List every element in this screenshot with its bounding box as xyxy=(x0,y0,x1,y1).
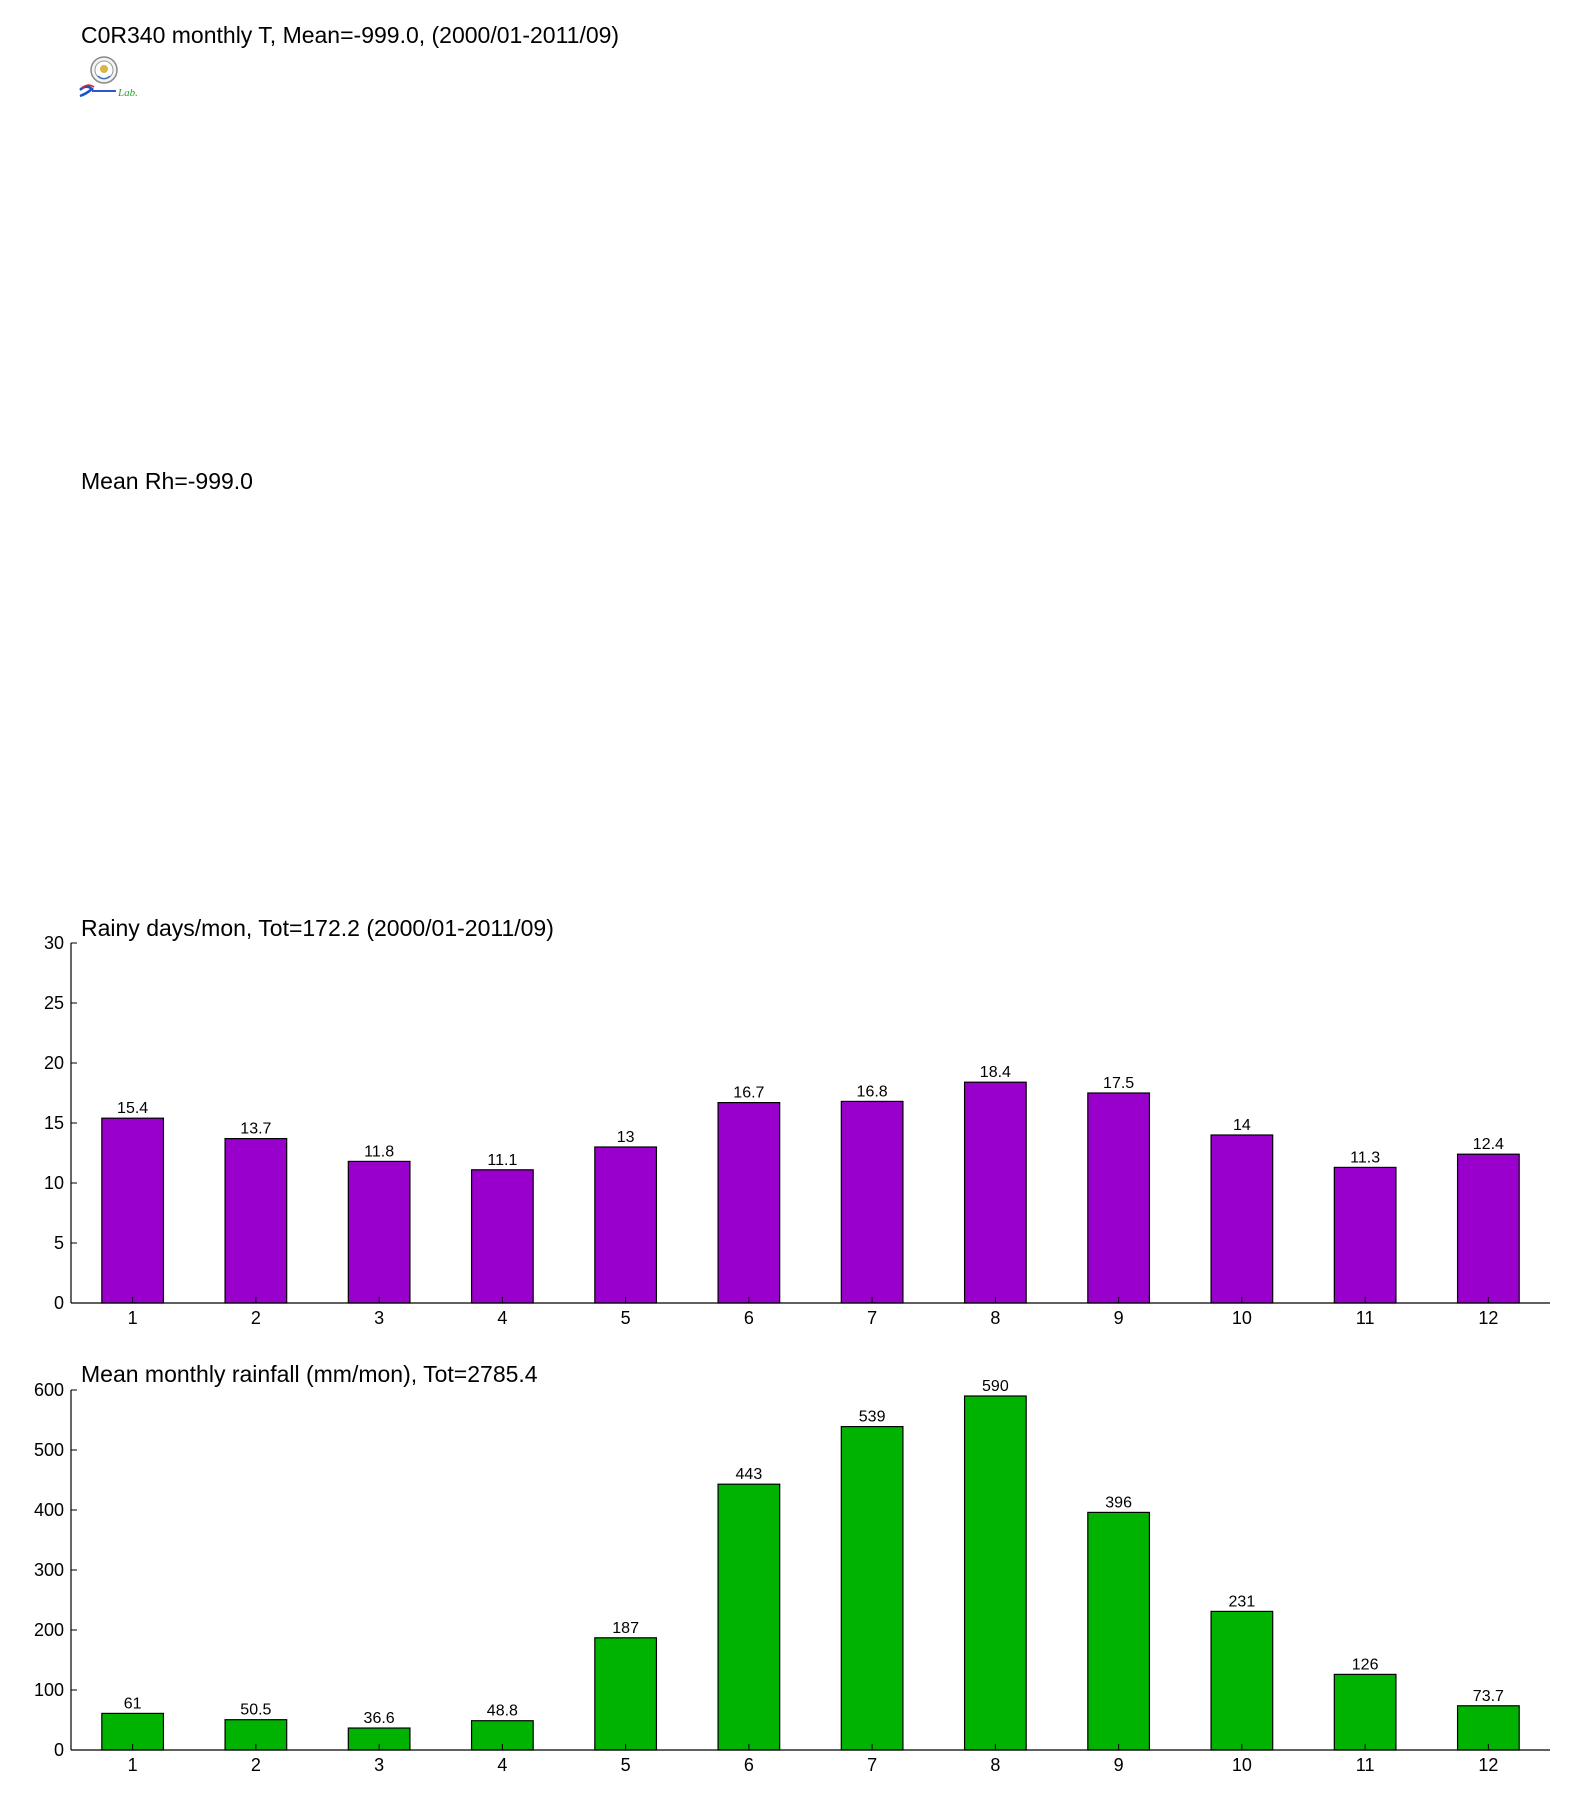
bar-value-label: 11.3 xyxy=(1350,1149,1380,1166)
y-tick-label: 100 xyxy=(34,1680,64,1700)
y-tick-label: 30 xyxy=(44,933,64,953)
logo-text: Lab. xyxy=(117,87,138,99)
bar-value-label: 14 xyxy=(1233,1117,1251,1134)
bar-value-label: 36.6 xyxy=(364,1710,395,1727)
y-tick-label: 500 xyxy=(34,1440,64,1460)
rainfall-chart: 010020030040050060061150.5236.6348.84187… xyxy=(34,1378,1550,1775)
bar xyxy=(840,1425,904,1751)
bar xyxy=(1210,1610,1274,1751)
y-tick-label: 0 xyxy=(54,1740,64,1760)
x-tick-label: 6 xyxy=(744,1755,754,1775)
bar xyxy=(347,1160,411,1304)
y-tick-label: 600 xyxy=(34,1380,64,1400)
rainy-days-chart: 0 5 10 15 20 25 30 15.4 1 13.7 2 11.8 3 11.1 4 13 5 16.7 6… xyxy=(44,933,1550,1328)
x-tick-label: 4 xyxy=(497,1308,507,1328)
bar xyxy=(1456,1705,1520,1751)
bar-value-label: 11.8 xyxy=(364,1143,394,1160)
bar xyxy=(594,1637,658,1751)
bar-value-label: 539 xyxy=(859,1409,886,1426)
bar-value-label: 187 xyxy=(612,1620,639,1637)
bar xyxy=(1333,1673,1397,1751)
bar-value-label: 17.5 xyxy=(1103,1075,1134,1092)
y-tick-label: 10 xyxy=(44,1173,64,1193)
x-tick-label: 2 xyxy=(251,1308,261,1328)
y-tick-label: 25 xyxy=(44,993,64,1013)
bar-value-label: 73.7 xyxy=(1473,1688,1504,1705)
bar-value-label: 13.7 xyxy=(240,1121,271,1138)
bar xyxy=(101,1712,165,1751)
bar-value-label: 50.5 xyxy=(240,1702,271,1719)
x-tick-label: 11 xyxy=(1356,1308,1375,1328)
bar xyxy=(840,1100,904,1304)
bar-value-label: 48.8 xyxy=(487,1703,518,1720)
rainy-days-chart-title: Rainy days/mon, Tot=172.2 (2000/01-2011/… xyxy=(81,915,554,941)
bar xyxy=(470,1169,534,1304)
bar-value-label: 13 xyxy=(617,1129,635,1146)
rh-title: Mean Rh=-999.0 xyxy=(81,468,253,494)
bar xyxy=(1210,1134,1274,1304)
bar-value-label: 61 xyxy=(124,1695,142,1712)
bar xyxy=(717,1483,781,1751)
x-tick-label: 10 xyxy=(1232,1755,1252,1775)
x-tick-label: 11 xyxy=(1356,1755,1375,1775)
bar xyxy=(1456,1153,1520,1304)
bar-value-label: 18.4 xyxy=(980,1064,1011,1081)
bar xyxy=(1333,1166,1397,1304)
x-tick-label: 5 xyxy=(621,1308,631,1328)
bar-value-label: 16.7 xyxy=(733,1085,764,1102)
x-tick-label: 9 xyxy=(1114,1308,1124,1328)
bar xyxy=(1087,1511,1151,1751)
rainfall-chart-title: Mean monthly rainfall (mm/mon), Tot=2785… xyxy=(81,1361,538,1387)
x-tick-label: 8 xyxy=(990,1755,1000,1775)
bar-value-label: 126 xyxy=(1352,1656,1379,1673)
x-tick-label: 3 xyxy=(374,1308,384,1328)
x-tick-label: 7 xyxy=(867,1755,877,1775)
x-tick-label: 1 xyxy=(128,1755,138,1775)
x-tick-label: 8 xyxy=(990,1308,1000,1328)
bar-value-label: 231 xyxy=(1229,1593,1256,1610)
y-tick-label: 400 xyxy=(34,1500,64,1520)
x-tick-label: 12 xyxy=(1478,1308,1498,1328)
x-tick-label: 1 xyxy=(128,1308,138,1328)
y-tick-label: 15 xyxy=(44,1113,64,1133)
x-tick-label: 5 xyxy=(621,1755,631,1775)
x-tick-label: 10 xyxy=(1232,1308,1252,1328)
bar-value-label: 396 xyxy=(1105,1494,1132,1511)
y-tick-label: 0 xyxy=(54,1293,64,1313)
x-tick-label: 3 xyxy=(374,1755,384,1775)
main-title: C0R340 monthly T, Mean=-999.0, (2000/01-… xyxy=(81,22,620,48)
y-tick-label: 300 xyxy=(34,1560,64,1580)
bar xyxy=(717,1101,781,1304)
bar xyxy=(101,1117,165,1304)
bar-value-label: 16.8 xyxy=(857,1083,888,1100)
x-tick-label: 4 xyxy=(497,1755,507,1775)
bar xyxy=(963,1395,1027,1751)
bar xyxy=(224,1137,288,1304)
bar-value-label: 590 xyxy=(982,1378,1009,1395)
bar xyxy=(1087,1092,1151,1304)
x-tick-label: 6 xyxy=(744,1308,754,1328)
y-tick-label: 200 xyxy=(34,1620,64,1640)
bar-value-label: 12.4 xyxy=(1473,1136,1504,1153)
lab-logo: Lab. xyxy=(79,56,138,99)
x-tick-label: 7 xyxy=(867,1308,877,1328)
y-tick-label: 20 xyxy=(44,1053,64,1073)
bar xyxy=(963,1081,1027,1304)
x-tick-label: 9 xyxy=(1114,1755,1124,1775)
bar-value-label: 11.1 xyxy=(487,1152,517,1169)
y-tick-label: 5 xyxy=(54,1233,64,1253)
bar-value-label: 443 xyxy=(736,1466,763,1483)
bar xyxy=(594,1146,658,1304)
bar-value-label: 15.4 xyxy=(117,1100,148,1117)
x-tick-label: 2 xyxy=(251,1755,261,1775)
x-tick-label: 12 xyxy=(1478,1755,1498,1775)
